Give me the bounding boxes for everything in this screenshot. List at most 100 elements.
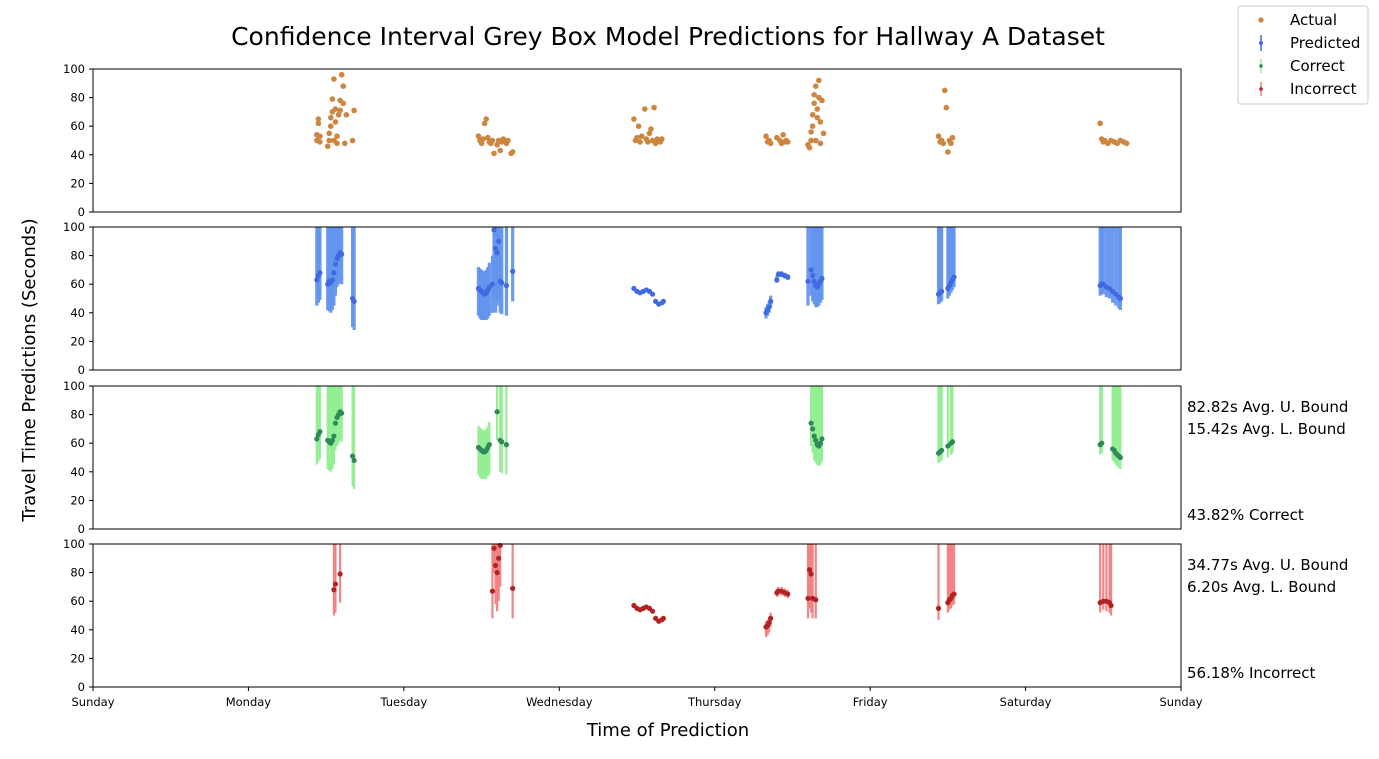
correct-point bbox=[349, 453, 356, 459]
incorrect-point bbox=[785, 591, 791, 597]
incorrect-upper-bound: 34.77s Avg. U. Bound bbox=[1187, 556, 1348, 574]
actual-point bbox=[505, 137, 511, 144]
predicted-point bbox=[332, 261, 339, 267]
y-tick-label: 80 bbox=[70, 249, 85, 263]
actual-point bbox=[340, 100, 347, 107]
predicted-point bbox=[351, 298, 357, 304]
incorrect-point bbox=[332, 581, 339, 587]
actual-point bbox=[638, 133, 645, 140]
incorrect-point bbox=[649, 608, 656, 614]
correct-point bbox=[1117, 454, 1123, 461]
actual-point bbox=[816, 77, 822, 84]
actual-point bbox=[659, 136, 665, 142]
correct-point bbox=[810, 426, 816, 432]
y-tick-label: 100 bbox=[63, 537, 85, 551]
y-tick-label: 40 bbox=[70, 623, 85, 637]
legend-label-incorrect: Incorrect bbox=[1290, 80, 1357, 98]
predicted-point bbox=[805, 278, 811, 284]
incorrect-point bbox=[491, 545, 497, 551]
actual-point bbox=[1123, 140, 1130, 147]
actual-point bbox=[315, 116, 322, 122]
correct-point bbox=[949, 439, 956, 445]
actual-point bbox=[326, 137, 333, 144]
correct-point bbox=[317, 429, 323, 435]
actual-point bbox=[324, 143, 331, 150]
incorrect-point bbox=[935, 605, 942, 611]
actual-point bbox=[340, 83, 347, 89]
y-tick-label: 40 bbox=[70, 306, 85, 320]
panel-incorrect: 0 20 40 60 80 100 bbox=[63, 537, 1182, 694]
predicted-point bbox=[496, 238, 502, 244]
actual-point bbox=[334, 140, 340, 147]
actual-point bbox=[475, 133, 482, 140]
y-tick-label: 60 bbox=[70, 119, 85, 133]
actual-point bbox=[820, 130, 827, 137]
actual-point bbox=[809, 123, 816, 129]
correct-point bbox=[939, 447, 945, 453]
x-tick-label: Friday bbox=[853, 695, 888, 709]
actual-point bbox=[811, 100, 817, 107]
y-tick-label: 60 bbox=[70, 277, 85, 291]
actual-point bbox=[343, 111, 350, 118]
actual-point bbox=[351, 107, 357, 114]
predicted-point bbox=[939, 288, 945, 294]
incorrect-point bbox=[331, 587, 337, 593]
predicted-point bbox=[489, 281, 496, 287]
y-axis-label: Travel Time Predictions (Seconds) bbox=[19, 218, 40, 522]
predicted-point bbox=[492, 245, 499, 252]
actual-point bbox=[814, 106, 821, 112]
y-tick-label: 80 bbox=[70, 91, 85, 105]
actual-point bbox=[332, 119, 339, 125]
predicted-point bbox=[811, 278, 817, 284]
actual-point bbox=[945, 149, 951, 155]
legend-item-incorrect: Incorrect bbox=[1259, 80, 1357, 98]
correct-point bbox=[811, 433, 817, 439]
actual-point bbox=[935, 133, 942, 140]
actual-point bbox=[767, 140, 774, 147]
correct-point bbox=[819, 436, 825, 442]
predicted-point bbox=[331, 270, 337, 276]
y-tick-label: 0 bbox=[78, 522, 85, 536]
x-tick-label: Monday bbox=[226, 695, 272, 709]
correct-point bbox=[494, 409, 500, 415]
predicted-point bbox=[1117, 295, 1123, 302]
actual-point bbox=[817, 119, 824, 125]
actual-point bbox=[651, 104, 657, 111]
incorrect-point bbox=[489, 588, 496, 594]
predicted-point bbox=[774, 277, 780, 283]
actual-point bbox=[648, 126, 654, 132]
predicted-frame bbox=[92, 226, 1182, 371]
legend-item-actual: Actual bbox=[1258, 11, 1337, 29]
correct-point bbox=[314, 436, 320, 442]
incorrect-annotations: 34.77s Avg. U. Bound 6.20s Avg. L. Bound… bbox=[1187, 556, 1348, 682]
y-tick-label: 100 bbox=[63, 62, 85, 76]
incorrect-point bbox=[951, 591, 957, 597]
predicted-point bbox=[819, 275, 825, 282]
correct-upper-bound: 82.82s Avg. U. Bound bbox=[1187, 398, 1348, 416]
legend-marker-actual bbox=[1258, 17, 1264, 23]
legend: Actual Predicted Correct Incorrect bbox=[1237, 5, 1369, 105]
actual-point bbox=[481, 120, 488, 127]
actual-point bbox=[317, 139, 323, 145]
panel-correct: 0 20 40 60 80 100 bbox=[63, 379, 1182, 536]
predicted-point bbox=[785, 274, 791, 280]
x-tick-label: Wednesday bbox=[526, 695, 593, 709]
actual-point bbox=[329, 96, 336, 102]
x-tick-label: Thursday bbox=[687, 695, 742, 709]
incorrect-point bbox=[1108, 602, 1114, 609]
correct-point bbox=[808, 420, 814, 426]
incorrect-frame bbox=[92, 543, 1182, 688]
actual-point bbox=[478, 140, 485, 147]
correct-point bbox=[331, 433, 337, 439]
y-tick-label: 100 bbox=[63, 379, 85, 393]
correct-point bbox=[1099, 440, 1105, 446]
predicted-point bbox=[499, 280, 505, 286]
y-tick-label: 0 bbox=[78, 680, 85, 694]
actual-point bbox=[806, 144, 813, 151]
actual-point bbox=[334, 133, 340, 140]
predicted-point bbox=[810, 273, 816, 279]
chart-title: Confidence Interval Grey Box Model Predi… bbox=[231, 22, 1105, 51]
predicted-point bbox=[317, 270, 323, 276]
x-axis-label: Time of Prediction bbox=[586, 720, 749, 741]
